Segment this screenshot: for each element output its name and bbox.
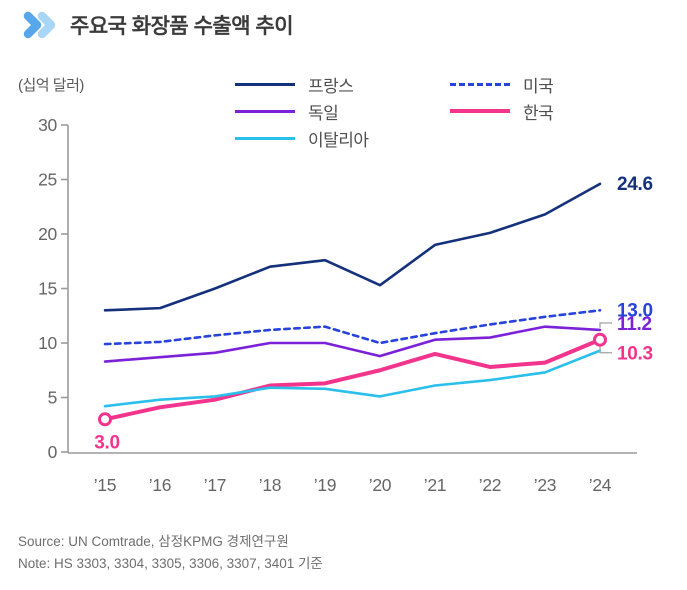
y-tick-label: 15 <box>38 279 57 299</box>
legend-swatch-italy <box>235 136 295 140</box>
y-tick-label: 0 <box>48 442 58 462</box>
page-title: 주요국 화장품 수출액 추이 <box>70 15 294 38</box>
end-label-usa: 13.0 <box>617 300 653 321</box>
legend-label: 미국 <box>523 76 554 96</box>
line-germany <box>103 325 602 363</box>
x-tick-label: ’22 <box>479 475 501 495</box>
legend-swatch-france <box>235 82 295 86</box>
marker-korea-start <box>98 412 112 427</box>
end-label-korea: 10.3 <box>617 344 653 365</box>
axis-unit-label: (십억 달러) <box>18 77 84 94</box>
x-tick-label: ’19 <box>314 475 336 495</box>
legend-item-korea: 한국 <box>450 101 554 123</box>
line-france <box>103 182 602 312</box>
header: 주요국 화장품 수출액 추이 <box>22 10 294 40</box>
legend-item-france: 프랑스 <box>235 74 354 96</box>
legend-label: 이탈리아 <box>308 130 369 150</box>
note-text: Note: HS 3303, 3304, 3305, 3306, 3307, 3… <box>18 556 323 571</box>
source-text: Source: UN Comtrade, 삼정KPMG 경제연구원 <box>18 534 289 549</box>
legend-swatch-usa <box>450 82 510 86</box>
chevron-right-icon <box>23 11 42 39</box>
legend-item-italy: 이탈리아 <box>235 128 369 150</box>
x-tick-label: ’16 <box>149 475 171 495</box>
x-tick-label: ’24 <box>589 475 612 495</box>
x-tick-label: ’20 <box>369 475 392 495</box>
leader-germany <box>599 322 612 328</box>
legend-item-usa: 미국 <box>450 74 554 96</box>
legend-swatch-germany <box>235 109 295 113</box>
y-tick-label: 5 <box>48 388 57 408</box>
x-tick-label: ’15 <box>94 475 116 495</box>
marker-korea-end <box>593 332 607 347</box>
line-italy <box>103 349 602 408</box>
start-label-korea: 3.0 <box>94 432 120 453</box>
end-label-france: 24.6 <box>617 174 653 195</box>
footer: Source: UN Comtrade, 삼정KPMG 경제연구원 Note: … <box>18 531 323 575</box>
chevron-right-icon <box>37 11 56 39</box>
x-tick-label: ’17 <box>204 475 226 495</box>
x-tick-label: ’23 <box>534 475 556 495</box>
legend-label: 독일 <box>308 103 339 123</box>
end-label-germany: 11.2 <box>617 314 652 335</box>
y-tick-label: 10 <box>38 333 57 353</box>
double-chevron-icon <box>22 10 62 40</box>
y-tick-label: 20 <box>38 224 57 244</box>
legend-item-germany: 독일 <box>235 101 339 123</box>
leader-korea <box>599 346 612 354</box>
legend-label: 한국 <box>523 103 554 123</box>
legend-label: 프랑스 <box>308 76 354 96</box>
legend-swatch-korea <box>450 109 510 113</box>
x-tick-label: ’18 <box>259 475 281 495</box>
line-usa <box>103 308 602 346</box>
x-tick-label: ’21 <box>424 475 446 495</box>
y-tick-label: 25 <box>38 170 57 190</box>
line-korea <box>103 337 602 422</box>
y-tick-label: 30 <box>38 115 57 135</box>
